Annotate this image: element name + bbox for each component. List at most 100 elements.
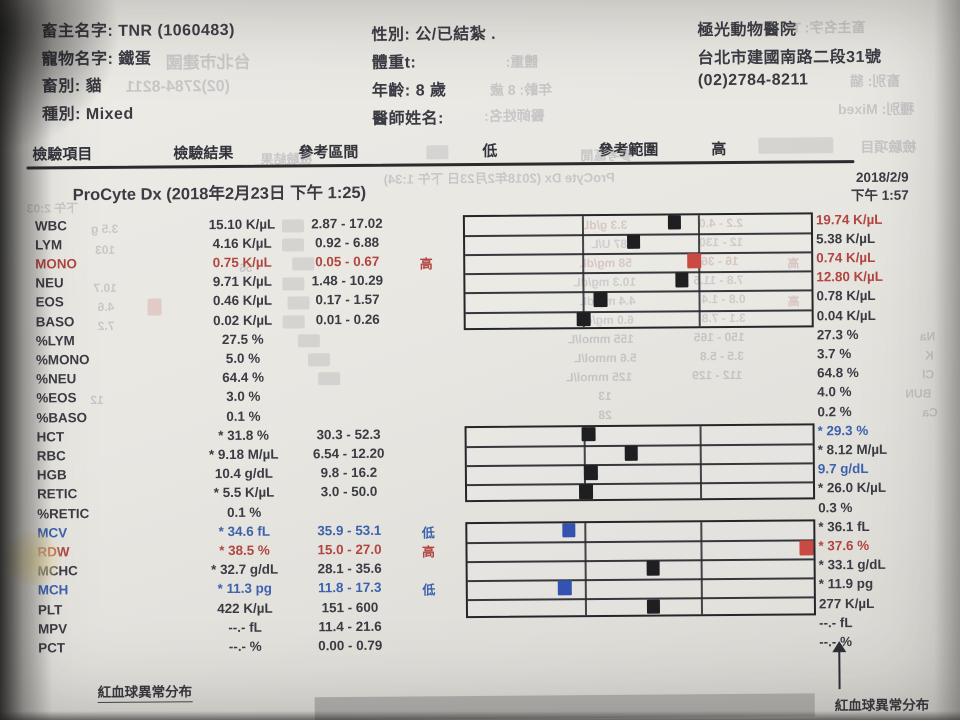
range-marker	[646, 599, 661, 614]
range-marker	[646, 560, 661, 576]
test-result: 64.4 %	[222, 369, 265, 386]
second-result: 27.3 %	[816, 326, 859, 343]
range-marker	[626, 234, 641, 250]
bleedthrough-text: 台北市建國	[165, 52, 251, 73]
grid-row-line	[466, 443, 813, 448]
footer-note-right: 紅血球異常分布	[834, 697, 930, 714]
second-result: 0.04 K/µL	[816, 307, 876, 323]
column-header: 低	[482, 142, 498, 160]
second-result: 12.80 K/µL	[816, 268, 883, 285]
abnormal-flag: 低	[421, 525, 435, 541]
clinic-line: 台北市建國南路二段31號	[697, 48, 882, 68]
reference-interval: 35.9 - 53.1	[317, 522, 382, 538]
second-result: * 29.3 %	[817, 422, 869, 439]
test-name: WBC	[34, 217, 67, 233]
reference-interval: 0.01 - 0.26	[315, 311, 380, 327]
second-result: 19.74 K/µL	[815, 211, 883, 227]
second-result: * 26.0 K/µL	[817, 480, 887, 496]
bleedthrough-text: 畜別: 貓	[849, 72, 901, 90]
patient-line: 年齡: 8 歲	[371, 82, 447, 100]
test-name: %NEU	[36, 371, 77, 387]
second-result: 3.7 %	[816, 345, 852, 362]
column-header: 高	[711, 141, 727, 159]
test-name: %EOS	[36, 390, 77, 406]
test-name: RBC	[36, 448, 66, 464]
bleedthrough-text: ProCyte Dx (2018年2月23日 下午 1:34)	[383, 169, 615, 187]
bleedthrough-text: (02)2784-8211	[125, 77, 231, 96]
reference-interval: 0.05 - 0.67	[315, 253, 380, 270]
test-name: %LYM	[35, 332, 75, 349]
range-marker	[579, 484, 593, 500]
test-name: LYM	[35, 236, 63, 253]
grid-row-line	[466, 462, 813, 468]
second-result: 0.2 %	[817, 403, 852, 419]
grid-row-line	[467, 577, 814, 583]
grid-column-line	[581, 215, 585, 327]
second-result: --.- fL	[819, 614, 853, 631]
grid-row-line	[467, 596, 814, 602]
abnormal-flag: 高	[421, 544, 436, 560]
test-name: BASO	[35, 313, 75, 329]
range-grid	[465, 519, 817, 618]
owner-line: 寵物名字: 鐵蛋	[41, 50, 152, 68]
reference-interval: 30.3 - 52.3	[316, 426, 381, 442]
grid-row-line	[467, 558, 814, 564]
grid-column-line	[700, 521, 704, 614]
abnormal-flag: 低	[422, 582, 436, 598]
bleedthrough-text: 體重:	[505, 53, 539, 70]
report-time: 下午 1:57	[850, 187, 909, 204]
test-name: RETIC	[36, 486, 78, 502]
second-result: * 37.6 %	[818, 537, 870, 554]
clinic-info-block: 極光動物醫院台北市建國南路二段31號 (02)2784-8211	[0, 0, 957, 90]
column-header: 檢驗項目	[32, 146, 93, 164]
footer-note-left: 紅血球異常分布	[97, 680, 193, 704]
test-name: %RETIC	[37, 505, 90, 521]
grid-row-line	[465, 308, 812, 314]
test-name: PCT	[38, 640, 66, 656]
patient-line: 性別: 公/已結紮 .	[371, 25, 497, 44]
up-arrow-line	[838, 649, 841, 690]
clinic-line: 極光動物醫院	[697, 21, 797, 40]
reference-interval: 1.48 - 10.29	[311, 272, 384, 289]
clinic-line: (02)2784-8211	[697, 71, 809, 90]
range-marker	[799, 540, 814, 556]
test-name: HCT	[36, 428, 65, 445]
second-result: * 33.1 g/dL	[818, 556, 886, 573]
second-result: * 36.1 fL	[818, 518, 870, 535]
reference-interval: 2.87 - 17.02	[311, 215, 383, 231]
table-column-headers: 檢驗項目 檢驗結果 參考區間低參考範圍高	[0, 0, 957, 163]
range-marker	[624, 445, 639, 461]
report-date: 2018/2/9	[855, 169, 909, 186]
bleedthrough-text: 參考區間	[580, 147, 633, 164]
gray-strip	[314, 693, 815, 720]
reference-interval: 0.00 - 0.79	[318, 637, 383, 654]
test-name: PLT	[37, 601, 63, 617]
range-marker	[667, 214, 682, 230]
second-result: * 8.12 M/µL	[817, 441, 888, 458]
test-result: 0.1 %	[226, 408, 261, 424]
bleedthrough-layer: 台北市建國 (02)2784-8211 畜主名字: T 畜別: 貓種別: Mixed 體…	[0, 0, 957, 422]
test-name: MPV	[38, 620, 68, 637]
patient-info-block: 性別: 公/已結紮 . 體重t: 年齡: 8 歲醫師姓名:	[0, 0, 957, 128]
range-marker	[557, 580, 572, 596]
reference-interval: 0.92 - 6.88	[314, 234, 380, 250]
yellow-stain	[3, 531, 62, 586]
grid-row-line	[467, 539, 814, 544]
range-marker	[675, 272, 689, 288]
reference-interval: 15.0 - 27.0	[317, 541, 382, 558]
range-marker	[562, 522, 576, 538]
bleedthrough-text: 醫師姓名:	[484, 107, 545, 124]
abnormal-flag: 高	[419, 256, 433, 272]
grid-row-line	[465, 289, 812, 295]
second-result: 0.3 %	[818, 499, 853, 515]
test-name: MCH	[37, 582, 69, 598]
bleedthrough-text: 檢驗結果	[260, 151, 313, 167]
second-result: 9.7 g/dL	[817, 461, 869, 477]
test-name: EOS	[35, 294, 64, 310]
reference-interval: 3.0 - 50.0	[320, 484, 378, 500]
test-result: 3.0 %	[226, 389, 261, 405]
owner-line: 種別: Mixed	[41, 105, 134, 123]
second-result: 4.0 %	[817, 384, 852, 400]
